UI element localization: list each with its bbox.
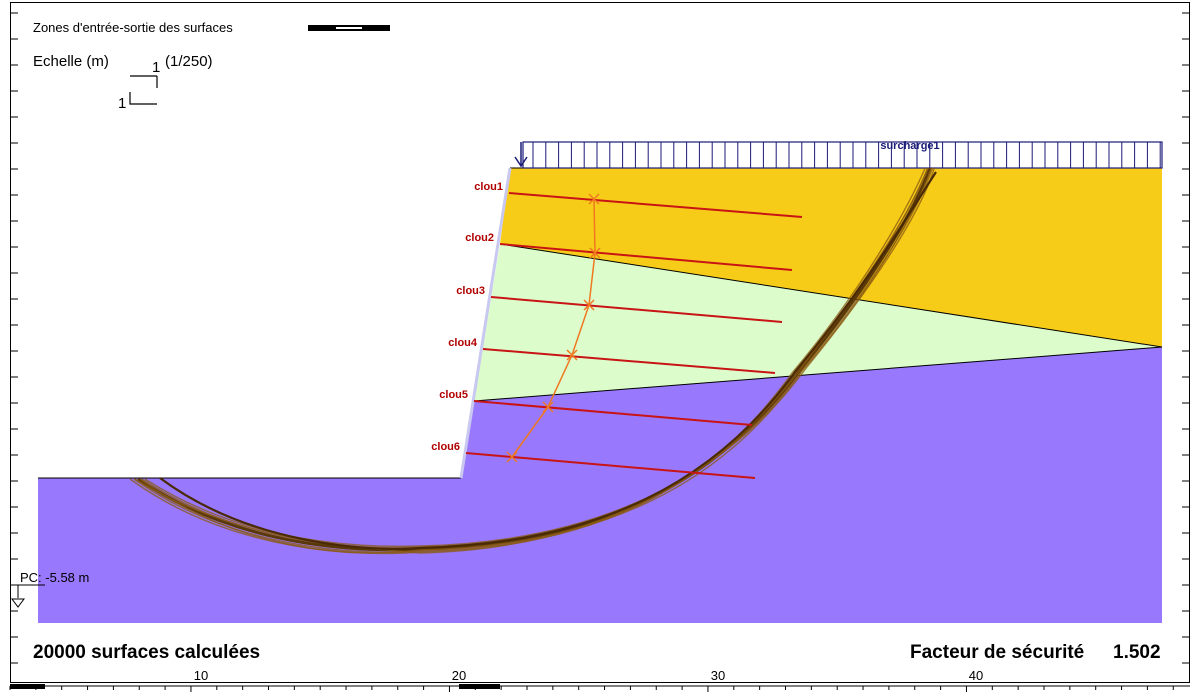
x-axis-bar-mid <box>459 684 500 689</box>
nail-3: clou3 <box>456 285 783 323</box>
nail-label: clou1 <box>474 181 503 193</box>
edge-ticks <box>10 12 1190 664</box>
scale-corner-icon <box>129 92 157 105</box>
nail-label: clou6 <box>431 441 460 453</box>
water-table-marker: PC: -5.58 m <box>11 570 89 608</box>
nail-1: clou1 <box>474 181 803 218</box>
nail-6: clou6 <box>431 441 756 479</box>
surcharge-hatch <box>532 142 1161 168</box>
soil-nails: clou1 clou2 clou3 clou4 clou5 clou6 <box>431 181 803 479</box>
safety-factor-label: Facteur de sécurité <box>910 642 1084 663</box>
nail-5: clou5 <box>439 389 753 426</box>
nail-4: clou4 <box>448 337 776 374</box>
surfaces-count: 20000 surfaces calculées <box>33 642 260 663</box>
nail-bar <box>499 243 793 271</box>
surcharge-load: surcharge1 <box>514 140 1163 169</box>
frame <box>10 2 1190 683</box>
x-tick-label: 20 <box>452 668 466 683</box>
nail-bar <box>508 192 803 218</box>
wall-facing <box>459 167 512 479</box>
x-tick-label: 40 <box>969 668 983 683</box>
nail-bar <box>490 296 783 323</box>
zones-bar-inner <box>336 27 362 29</box>
scale-label: Echelle (m) <box>33 53 109 70</box>
scale-ratio: (1/250) <box>165 53 213 70</box>
surcharge-box <box>522 141 1163 169</box>
scale-unit-v: 1 <box>118 95 126 112</box>
surcharge-arrow-icon <box>514 156 528 168</box>
nail-bar <box>473 400 753 426</box>
force-markers <box>506 193 601 463</box>
nail-label: clou4 <box>448 337 478 349</box>
scale-unit-h: 1 <box>152 59 160 76</box>
layer-boundary-2 <box>473 346 1163 402</box>
slip-surface <box>139 167 932 554</box>
nail-label: clou3 <box>456 285 485 297</box>
nail-label: clou5 <box>439 389 468 401</box>
upper-soil-layer <box>500 168 1162 347</box>
nail-2: clou2 <box>465 232 793 271</box>
nail-bar <box>482 348 776 374</box>
force-marker-icon <box>589 247 601 259</box>
x-tick-label: 10 <box>194 668 208 683</box>
x-axis-bar-left <box>10 684 45 689</box>
critical-slip-surface <box>159 171 937 550</box>
nail-label: clou2 <box>465 232 494 244</box>
zones-label: Zones d'entrée-sortie des surfaces <box>33 20 233 35</box>
safety-factor-value: 1.502 <box>1113 642 1161 663</box>
x-axis-ticks <box>9 686 1174 692</box>
water-label: PC: -5.58 m <box>20 570 89 585</box>
nail-force-line <box>511 198 596 458</box>
zones-legend-bar <box>308 25 390 31</box>
force-marker-icon <box>542 401 554 413</box>
force-marker-icon <box>588 193 600 205</box>
surcharge-label: surcharge1 <box>880 140 939 152</box>
water-triangle-icon <box>11 598 25 608</box>
slip-surfaces <box>129 167 937 555</box>
lower-soil-layer <box>38 347 1162 623</box>
scale-indicator: 1 1 <box>118 59 160 112</box>
force-marker-icon <box>566 349 578 361</box>
layer-boundary-1 <box>499 243 1163 348</box>
x-axis: 10 20 30 40 <box>9 668 1190 692</box>
force-marker-icon <box>506 451 518 463</box>
force-marker-icon <box>583 299 595 311</box>
x-tick-label: 30 <box>711 668 725 683</box>
nail-bar <box>465 452 756 479</box>
